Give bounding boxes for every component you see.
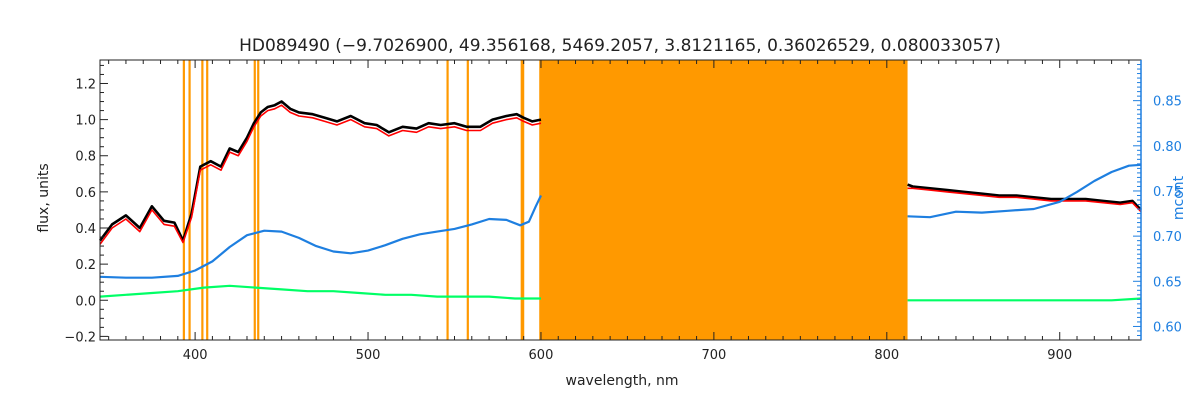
observed-series-segment-0 (98, 100, 542, 242)
x-tick-label-800: 800 (874, 348, 899, 363)
y2-tick-label-1: 0.65 (1153, 275, 1182, 290)
y-tick-label-6: 1.0 (75, 114, 96, 129)
series-layer (98, 100, 1142, 302)
y2-axis-label: mcont (1171, 175, 1187, 220)
residual-series-segment-0 (99, 284, 541, 300)
y2-tick-label-3: 0.75 (1153, 185, 1182, 200)
y2-tick-label-4: 0.80 (1153, 140, 1182, 155)
y-tick-label-2: 0.2 (75, 258, 96, 273)
y-tick-label-0: −0.2 (64, 330, 96, 345)
model-series-segment-0 (99, 104, 542, 245)
y-tick-label-7: 1.2 (75, 77, 96, 92)
y-axis-label: flux, units (36, 163, 52, 232)
x-tick-label-600: 600 (529, 348, 554, 363)
observed-series-segment-1 (907, 183, 1142, 211)
masked-band (539, 60, 908, 340)
model-series-segment-1 (907, 187, 1142, 213)
y-tick-label-3: 0.4 (75, 222, 96, 237)
y2-tick-label-5: 0.85 (1153, 95, 1182, 110)
x-tick-label-900: 900 (1047, 348, 1072, 363)
y-tick-label-4: 0.6 (75, 186, 96, 201)
x-axis-label: wavelength, nm (566, 373, 679, 389)
y2-tick-label-2: 0.70 (1153, 230, 1182, 245)
y-tick-label-1: 0.0 (75, 294, 96, 309)
chart-title: HD089490 (−9.7026900, 49.356168, 5469.20… (239, 36, 1001, 56)
x-tick-label-400: 400 (183, 348, 208, 363)
x-tick-label-500: 500 (356, 348, 381, 363)
x-tick-label-700: 700 (701, 348, 726, 363)
axes: 400 500 600 700 800 900 −0.2 0.0 0.2 0.4 0.6 0.8 1.0… (64, 59, 1182, 363)
mcont-series-segment-1 (907, 163, 1142, 219)
y2-tick-label-0: 0.60 (1153, 320, 1182, 335)
y-tick-label-5: 0.8 (75, 150, 96, 165)
residual-series-segment-1 (907, 297, 1142, 302)
mcont-series-segment-0 (99, 195, 542, 279)
masked-regions (182, 60, 908, 340)
